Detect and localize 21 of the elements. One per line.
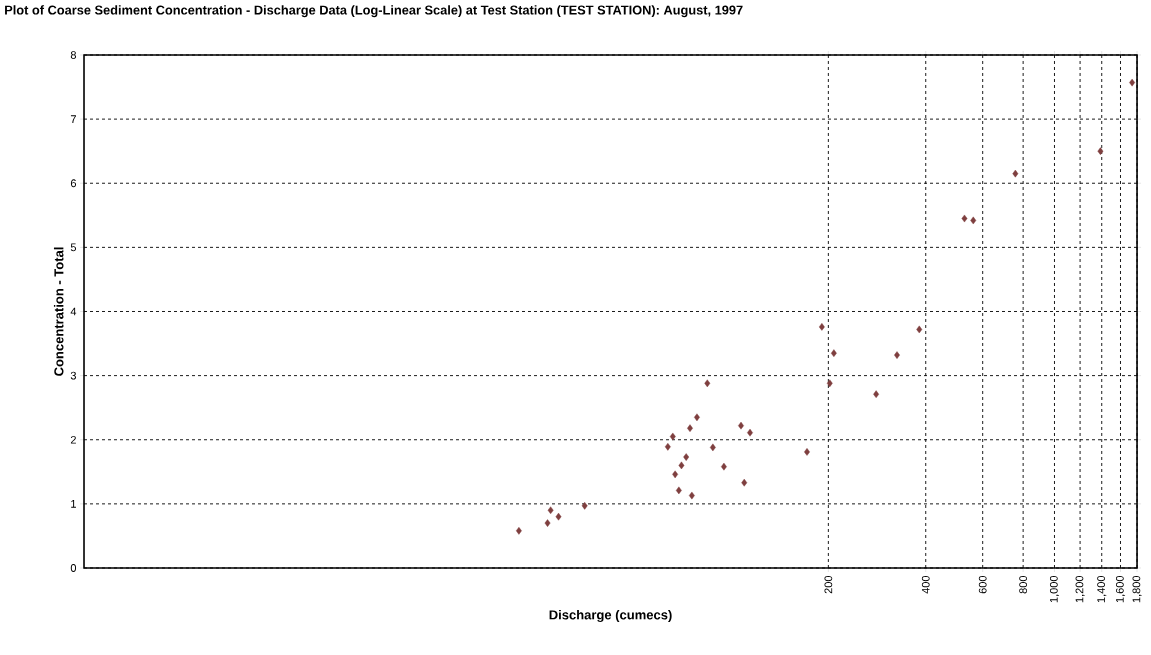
- x-tick-label: 600: [978, 575, 987, 594]
- x-tick-label: 1,000: [1049, 575, 1060, 603]
- y-tick-label: 1: [71, 500, 76, 508]
- y-tick-label: 6: [70, 179, 76, 188]
- y-tick-label: 8: [70, 51, 76, 59]
- x-tick-label: 1,200: [1075, 575, 1085, 603]
- y-tick-label: 5: [70, 243, 77, 252]
- y-tick-label: 4: [70, 307, 77, 316]
- x-tick-label: 400: [921, 575, 930, 594]
- y-tick-label: 3: [70, 371, 76, 380]
- x-axis-title: Discharge (cumecs): [549, 609, 672, 623]
- x-tick-label: 1,400: [1097, 575, 1107, 603]
- chart-title: Plot of Coarse Sediment Concentration - Discharge Data (Log-Linear Scale) at Test Station (TEST STATION): August, 1997: [5, 5, 743, 18]
- y-tick-label: 0: [70, 564, 77, 572]
- x-tick-label: 1,800: [1132, 575, 1142, 603]
- y-axis-title: Concentration - Total: [53, 247, 64, 376]
- y-tick-label: 7: [70, 115, 76, 123]
- x-tick-label: 200: [824, 575, 833, 594]
- x-tick-label: 800: [1019, 575, 1028, 594]
- y-tick-label: 2: [70, 435, 76, 444]
- x-tick-label: 1,600: [1115, 575, 1126, 603]
